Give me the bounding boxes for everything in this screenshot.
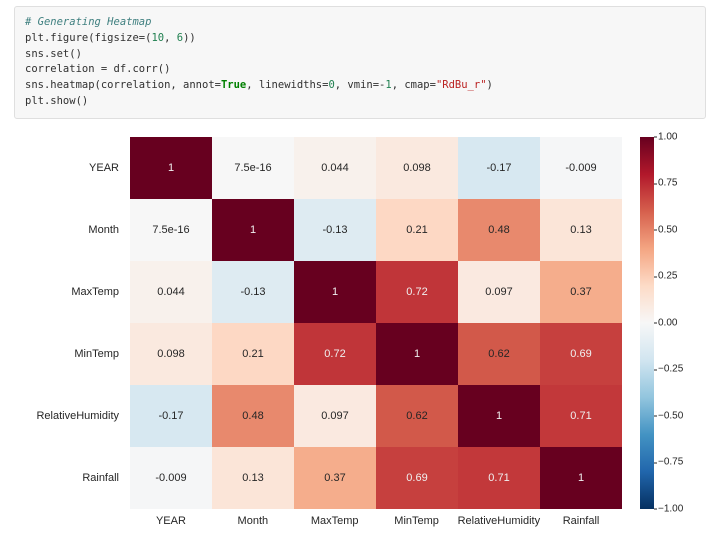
heatmap-cell: 0.21: [212, 323, 294, 385]
heatmap-cell: 1: [294, 261, 376, 323]
heatmap-cell: 0.097: [458, 261, 540, 323]
heatmap-cell: 0.097: [294, 385, 376, 447]
heatmap-cell: 1: [212, 199, 294, 261]
x-axis-label: Rainfall: [540, 511, 622, 541]
x-axis-label: MaxTemp: [294, 511, 376, 541]
colorbar-tick: 0.50: [658, 224, 677, 235]
code-line: plt.figure(figsize=(10, 6)): [25, 32, 196, 44]
x-axis-label: RelativeHumidity: [458, 511, 541, 541]
y-axis-label: MaxTemp: [0, 261, 125, 323]
y-axis-label: MinTemp: [0, 323, 125, 385]
heatmap-cell: 0.13: [212, 447, 294, 509]
colorbar-tick: 0.25: [658, 271, 677, 282]
heatmap-cell: -0.13: [294, 199, 376, 261]
code-comment: # Generating Heatmap: [25, 16, 151, 28]
heatmap-cell: 0.37: [540, 261, 622, 323]
heatmap-cell: 0.37: [294, 447, 376, 509]
heatmap-cell: -0.17: [458, 137, 540, 199]
x-axis-label: MinTemp: [376, 511, 458, 541]
heatmap-cell: 0.098: [376, 137, 458, 199]
heatmap-chart: YEARMonthMaxTempMinTempRelativeHumidityR…: [100, 129, 700, 549]
colorbar-tick: 0.00: [658, 317, 677, 328]
heatmap-cell: -0.17: [130, 385, 212, 447]
code-line: plt.show(): [25, 95, 88, 107]
x-axis-label: Month: [212, 511, 294, 541]
colorbar: 1.000.750.500.250.00−0.25−0.50−0.75−1.00: [640, 137, 700, 509]
heatmap-cell: 0.72: [294, 323, 376, 385]
y-axis-label: YEAR: [0, 137, 125, 199]
colorbar-tick: −0.75: [658, 457, 683, 468]
colorbar-tick: −0.50: [658, 410, 683, 421]
code-line: correlation = df.corr(): [25, 63, 170, 75]
x-axis-labels: YEARMonthMaxTempMinTempRelativeHumidityR…: [130, 511, 622, 541]
heatmap-cell: 1: [458, 385, 540, 447]
heatmap-cell: 0.21: [376, 199, 458, 261]
colorbar-tick: 0.75: [658, 178, 677, 189]
code-line: sns.heatmap(correlation, annot=True, lin…: [25, 79, 493, 91]
heatmap-cell: 0.62: [458, 323, 540, 385]
heatmap-cell: 0.48: [458, 199, 540, 261]
heatmap-cell: 0.72: [376, 261, 458, 323]
code-line: sns.set(): [25, 48, 82, 60]
colorbar-gradient: [640, 137, 654, 509]
heatmap-cell: 0.098: [130, 323, 212, 385]
heatmap-cell: 1: [376, 323, 458, 385]
heatmap-cell: 0.044: [130, 261, 212, 323]
heatmap-cell: 0.48: [212, 385, 294, 447]
heatmap-cell: 0.044: [294, 137, 376, 199]
heatmap-cell: 0.13: [540, 199, 622, 261]
x-axis-label: YEAR: [130, 511, 212, 541]
y-axis-label: RelativeHumidity: [0, 385, 125, 447]
colorbar-tick: −0.25: [658, 364, 683, 375]
y-axis-label: Month: [0, 199, 125, 261]
heatmap-cell: 0.71: [458, 447, 540, 509]
y-axis-label: Rainfall: [0, 447, 125, 509]
heatmap-cell: 1: [540, 447, 622, 509]
heatmap-cell: 1: [130, 137, 212, 199]
heatmap-cell: 0.71: [540, 385, 622, 447]
heatmap-cell: 7.5e-16: [130, 199, 212, 261]
heatmap-cell: -0.009: [130, 447, 212, 509]
heatmap-grid: 17.5e-160.0440.098-0.17-0.0097.5e-161-0.…: [130, 137, 622, 509]
heatmap-cell: 0.69: [540, 323, 622, 385]
heatmap-cell: 0.69: [376, 447, 458, 509]
y-axis-labels: YEARMonthMaxTempMinTempRelativeHumidityR…: [0, 137, 125, 509]
code-block: # Generating Heatmap plt.figure(figsize=…: [14, 6, 706, 119]
heatmap-cell: 7.5e-16: [212, 137, 294, 199]
heatmap-cell: -0.13: [212, 261, 294, 323]
heatmap-cell: -0.009: [540, 137, 622, 199]
colorbar-ticks: 1.000.750.500.250.00−0.25−0.50−0.75−1.00: [658, 137, 700, 509]
colorbar-tick: 1.00: [658, 131, 677, 142]
colorbar-tick: −1.00: [658, 503, 683, 514]
heatmap-cell: 0.62: [376, 385, 458, 447]
